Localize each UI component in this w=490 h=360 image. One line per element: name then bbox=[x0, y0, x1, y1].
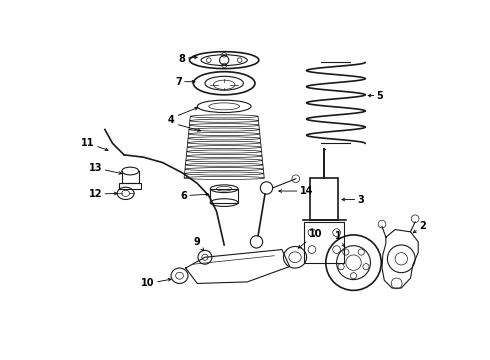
Text: 8: 8 bbox=[179, 54, 197, 64]
Text: 3: 3 bbox=[342, 194, 364, 204]
Text: 5: 5 bbox=[368, 91, 383, 100]
Text: 12: 12 bbox=[89, 189, 117, 199]
Text: 1: 1 bbox=[335, 231, 344, 247]
Text: 11: 11 bbox=[81, 138, 108, 150]
Text: 6: 6 bbox=[180, 191, 209, 201]
Text: 9: 9 bbox=[194, 237, 203, 251]
Bar bbox=[311, 178, 338, 220]
Text: 14: 14 bbox=[279, 186, 313, 196]
Bar bbox=[120, 183, 141, 189]
Text: 7: 7 bbox=[175, 77, 195, 87]
Text: 2: 2 bbox=[413, 221, 426, 233]
Bar bbox=[210, 189, 238, 203]
Bar bbox=[304, 222, 344, 263]
Text: 13: 13 bbox=[89, 163, 122, 174]
Text: 4: 4 bbox=[168, 115, 174, 125]
Text: 10: 10 bbox=[298, 229, 322, 248]
Text: 10: 10 bbox=[142, 278, 171, 288]
